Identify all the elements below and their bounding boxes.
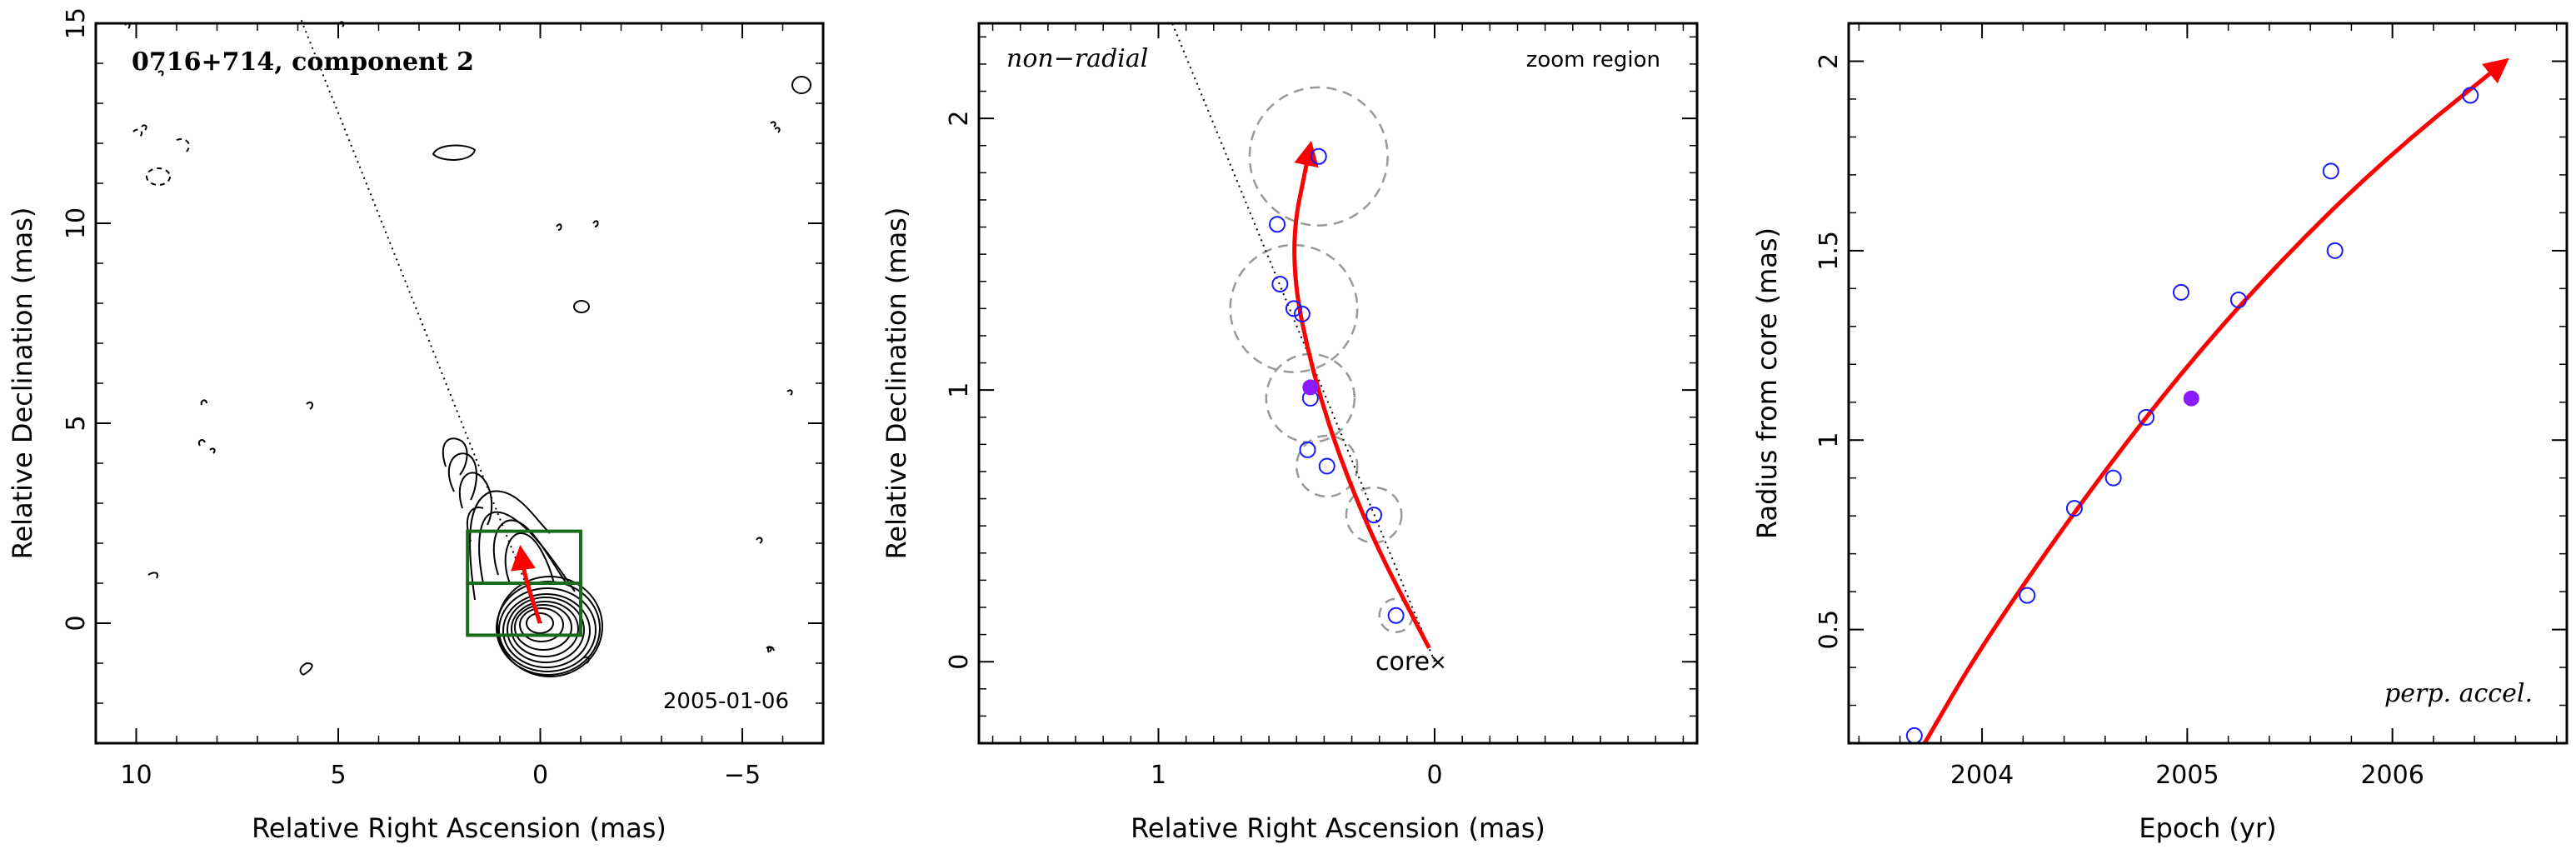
zoom-box [466,582,583,637]
data-point [1269,216,1286,233]
y-tick-label: 1 [1815,432,1844,448]
data-point [2138,408,2155,426]
ridge-line [1171,22,1435,662]
y-tick-label: 2 [1815,53,1844,69]
component-arrow [511,545,542,624]
y-tick-label: 10 [62,207,91,239]
x-tick-label: 5 [330,761,346,790]
data-point [1293,305,1310,322]
data-point [1310,147,1327,165]
x-axis-label: Epoch (yr) [2139,812,2276,844]
data-point [1299,441,1316,458]
axis-ticks: 1 0 0 1 2 [945,23,1697,790]
data-point [1387,607,1405,624]
x-axis-label: Relative Right Ascension (mas) [1131,812,1545,844]
trajectory-arrow [1292,140,1431,650]
y-axis-label: Relative Declination (mas) [881,207,912,560]
data-points [1269,147,1405,624]
y-tick-label: 2 [945,111,974,127]
negative-contours [132,128,190,186]
radius-vs-epoch-panel: 2004 2005 2006 0.5 1 1.5 2 perp. accel. Epoch … [1751,22,2569,844]
component-size-circle [1248,86,1389,227]
data-points [1905,87,2479,744]
y-tick-label: 1.5 [1815,231,1844,271]
filled-data-point [2183,390,2199,407]
filled-data-point [1302,379,1319,396]
data-point [2326,242,2344,259]
x-tick-label: −5 [724,761,761,790]
x-tick-label: 2004 [1950,761,2014,790]
data-point [1905,727,1923,744]
y-axis-label: Relative Declination (mas) [7,207,38,560]
x-tick-label: 0 [532,761,548,790]
x-tick-label: 2006 [2360,761,2424,790]
data-point [2462,87,2479,104]
x-tick-label: 0 [1426,761,1442,790]
data-point [1271,275,1289,292]
zoom-boxes [466,529,583,637]
data-point [1285,300,1302,317]
fit-curve-arrow [1922,57,2509,745]
y-tick-label: 1 [945,382,974,398]
core-marker: × [1429,650,1447,675]
component-size-circles [1229,86,1414,633]
y-tick-label: 15 [62,7,91,39]
panel-title: 0716+714, component 2 [132,47,474,77]
axis-ticks: 10 5 0 −5 0 5 10 15 [62,7,824,790]
data-point [1318,457,1335,475]
x-tick-label: 2005 [2155,761,2219,790]
data-point [2104,469,2122,487]
data-point [1365,507,1383,524]
x-tick-label: 10 [120,761,152,790]
component-size-circle [1295,434,1359,498]
core-label: core [1375,647,1430,677]
y-axis-label: Radius from core (mas) [1751,227,1783,539]
component-size-circle [1229,243,1359,373]
data-point [2065,500,2083,517]
y-tick-label: 0.5 [1815,610,1844,650]
contour-map-panel: 10 5 0 −5 0 5 10 15 0716+714, component 2 2005-… [7,7,825,844]
x-tick-label: 1 [1151,761,1166,790]
data-point [2172,283,2189,301]
y-tick-label: 5 [62,415,91,431]
annotation-non-radial: non−radial [1006,44,1148,73]
zoom-panel: core × 1 0 0 1 2 non−radial zoom region Rela… [881,22,1699,844]
data-point [2229,291,2247,308]
annotation-perp-accel: perp. accel. [2384,679,2533,708]
axis-ticks: 2004 2005 2006 0.5 1 1.5 2 [1815,23,2567,790]
data-point [2322,162,2339,180]
y-tick-label: 0 [62,615,91,631]
data-point [2019,587,2036,604]
observation-date: 2005-01-06 [663,689,789,714]
x-axis-label: Relative Right Ascension (mas) [252,812,666,844]
annotation-zoom-region: zoom region [1526,47,1660,72]
y-tick-label: 0 [945,654,974,670]
